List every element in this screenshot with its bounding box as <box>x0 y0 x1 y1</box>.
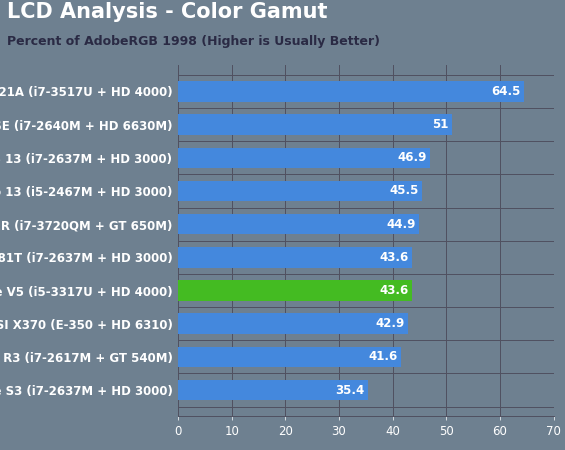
Text: 51: 51 <box>432 118 449 131</box>
Text: 43.6: 43.6 <box>380 251 408 264</box>
Text: Percent of AdobeRGB 1998 (Higher is Usually Better): Percent of AdobeRGB 1998 (Higher is Usua… <box>7 35 380 48</box>
Bar <box>178 280 412 301</box>
Text: 64.5: 64.5 <box>492 85 521 98</box>
Bar <box>178 81 524 102</box>
Bar <box>178 380 368 400</box>
Text: 44.9: 44.9 <box>386 218 416 231</box>
Bar <box>178 148 430 168</box>
Text: LCD Analysis - Color Gamut: LCD Analysis - Color Gamut <box>7 2 328 23</box>
Bar <box>178 214 419 234</box>
Bar <box>178 181 422 201</box>
Text: 46.9: 46.9 <box>397 151 427 164</box>
Bar <box>178 313 408 334</box>
Text: 35.4: 35.4 <box>336 383 365 396</box>
Bar <box>178 114 452 135</box>
Text: 41.6: 41.6 <box>369 351 398 363</box>
Text: 43.6: 43.6 <box>380 284 408 297</box>
Bar <box>178 346 401 367</box>
Bar <box>178 247 412 268</box>
Text: 42.9: 42.9 <box>376 317 405 330</box>
Text: 45.5: 45.5 <box>390 184 419 198</box>
